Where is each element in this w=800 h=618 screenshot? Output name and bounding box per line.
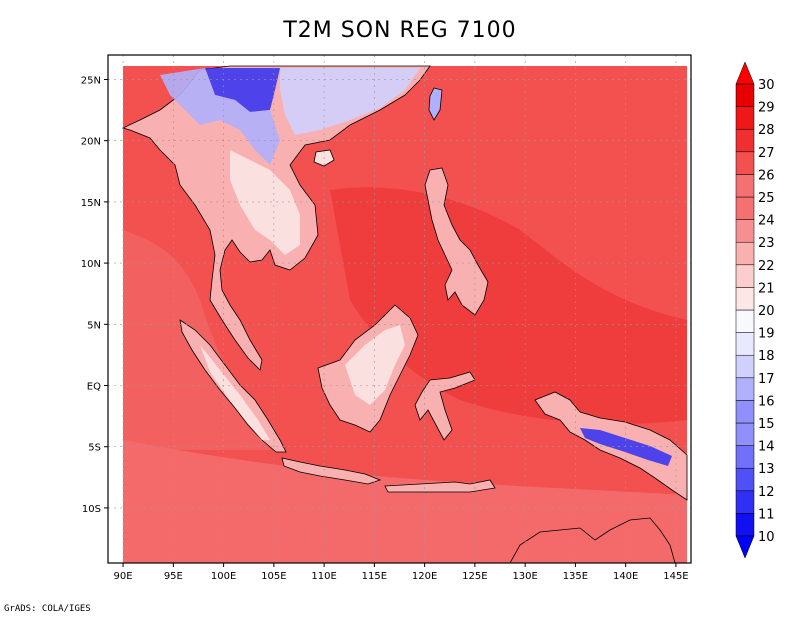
colorbar-segment: [735, 83, 755, 107]
lat-tick-label: 5S: [88, 443, 101, 454]
colorbar-label: 20: [758, 304, 775, 319]
colorbar-segment: [735, 106, 755, 130]
map-title: T2M SON REG 7100: [283, 18, 517, 43]
colorbar-label: 28: [758, 123, 775, 138]
colorbar-label: 27: [758, 146, 775, 161]
colorbar-segment: [735, 377, 755, 401]
colorbar-label: 17: [758, 372, 775, 387]
lon-tick-label: 140E: [613, 571, 638, 582]
land-java: [281, 457, 382, 485]
colorbar-label: 19: [758, 327, 775, 342]
colorbar-label: 29: [758, 101, 775, 116]
lon-tick-label: 95E: [164, 571, 183, 582]
colorbar-segment: [735, 490, 755, 514]
colorbar-segment: [735, 219, 755, 243]
lat-tick-label: 10S: [82, 504, 101, 515]
lon-tick-label: 115E: [362, 571, 387, 582]
colorbar: 10 11 12 13 14 15 16 17 18 19 20 21 22 23 24 25 26 27 28 29…: [735, 61, 775, 559]
cool-sumatra: [200, 345, 270, 440]
colorbar-segment: [735, 196, 755, 220]
land-sulawesi: [414, 371, 476, 441]
colorbar-label: 26: [758, 168, 775, 183]
lon-tick-label: 100E: [211, 571, 236, 582]
colorbar-label: 14: [758, 440, 775, 455]
lon-tick-label: 90E: [114, 571, 133, 582]
colorbar-segment: [735, 309, 755, 333]
lat-tick-label: 5N: [87, 320, 101, 331]
colorbar-segment: [735, 445, 755, 469]
mild-borneo: [345, 325, 405, 405]
colorbar-label: 15: [758, 417, 775, 432]
colorbar-segment: [735, 422, 755, 446]
colorbar-over-arrow: [735, 61, 755, 85]
lat-tick-label: 25N: [81, 75, 101, 86]
map-frame: [107, 54, 692, 564]
colorbar-segment: [735, 151, 755, 175]
lon-tick-label: 105E: [261, 571, 286, 582]
colorbar-label: 10: [758, 530, 775, 545]
colorbar-segment: [735, 264, 755, 288]
land-australia: [509, 517, 676, 563]
colorbar-segment: [735, 354, 755, 379]
map-plot-area: 90E 95E 100E 105E 110E 115E 120E 125E 130E 135E 14…: [81, 54, 692, 582]
colorbar-label: 24: [758, 214, 775, 229]
credit-text: GrADS: COLA/IGES: [4, 604, 91, 614]
latitude-tick-labels: 25N 20N 15N 10N 5N EQ 5S 10S: [81, 75, 108, 515]
colorbar-label: 18: [758, 349, 775, 364]
colorbar-label: 13: [758, 462, 775, 477]
colorbar-segment: [735, 174, 755, 198]
colorbar-segment: [735, 467, 755, 492]
colorbar-label: 30: [758, 78, 775, 93]
colorbar-label: 25: [758, 191, 775, 206]
colorbar-segment: [735, 241, 755, 266]
land-lesser-sunda: [384, 479, 496, 493]
warm-pool: [330, 187, 687, 424]
lon-tick-label: 130E: [512, 571, 537, 582]
lon-tick-label: 110E: [311, 571, 336, 582]
colorbar-label: 11: [758, 507, 775, 522]
land-philippines: [424, 167, 489, 316]
lon-tick-label: 125E: [462, 571, 487, 582]
lat-tick-label: EQ: [87, 382, 101, 393]
lon-tick-label: 120E: [412, 571, 437, 582]
colorbar-segment: [735, 128, 755, 153]
lat-tick-label: 10N: [81, 259, 101, 270]
lon-tick-label: 145E: [663, 571, 688, 582]
land-taiwan: [428, 87, 443, 121]
colorbar-under-arrow: [735, 535, 755, 559]
cool-north: [280, 68, 420, 135]
colorbar-segment: [735, 332, 755, 356]
lat-tick-label: 20N: [81, 137, 101, 148]
colorbar-label: 12: [758, 485, 775, 500]
mild-interior: [230, 150, 300, 255]
colorbar-segment: [735, 513, 755, 537]
longitude-tick-labels: 90E 95E 100E 105E 110E 115E 120E 125E 130E 135E 14…: [114, 563, 689, 582]
gridlines: [108, 55, 691, 563]
colorbar-label: 22: [758, 259, 775, 274]
colorbar-label: 21: [758, 281, 775, 296]
colorbar-label: 16: [758, 394, 775, 409]
cool-highlands: [160, 68, 280, 165]
lon-tick-label: 135E: [563, 571, 588, 582]
lat-tick-label: 15N: [81, 198, 101, 209]
colorbar-label: 23: [758, 236, 775, 251]
colorbar-segment: [735, 287, 755, 311]
land-sumatra: [179, 319, 287, 453]
colorbar-segment: [735, 400, 755, 424]
